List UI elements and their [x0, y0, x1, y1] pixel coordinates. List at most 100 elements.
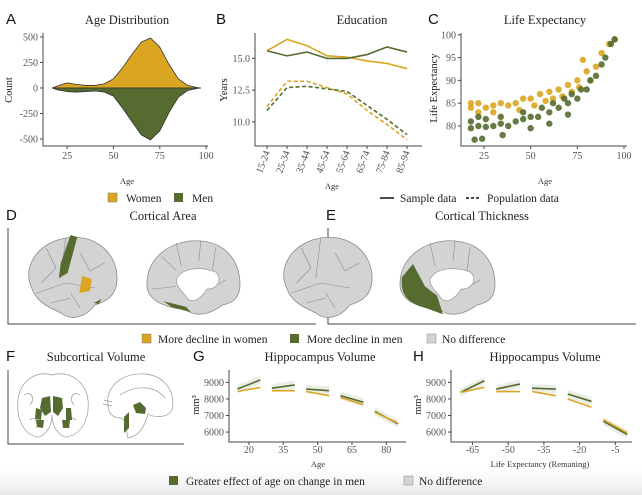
- h-segment-women: [567, 398, 592, 408]
- panel-title-f: Subcortical Volume: [47, 350, 146, 364]
- cortical-legend: More decline in women More decline in me…: [141, 333, 505, 346]
- life-expectancy-point-men: [568, 90, 575, 98]
- life-expectancy-point-men: [527, 113, 534, 121]
- g-ytick-label: 8000: [204, 394, 224, 405]
- life-expectancy-point-men: [583, 86, 590, 93]
- c-axes: [460, 33, 627, 147]
- panel-letter-d: D: [6, 207, 17, 224]
- g-ytick-label: 9000: [204, 378, 224, 389]
- g-xtick-label: 50: [313, 445, 323, 456]
- life-expectancy-point-women: [531, 102, 538, 109]
- life-expectancy-point-men: [519, 109, 527, 116]
- men-legend-label: Men: [192, 193, 213, 205]
- a-ytick-label: 500: [23, 32, 38, 43]
- e-lateral-brain: [283, 236, 373, 318]
- a-axes: [42, 33, 208, 147]
- sagittal-section: [102, 373, 174, 439]
- life-expectancy-point-women: [549, 95, 557, 102]
- g-ytick-label: 7000: [204, 411, 224, 422]
- population-legend-label: Population data: [487, 193, 559, 205]
- life-expectancy-point-women: [598, 49, 605, 57]
- b-xtick-label: 25-34: [274, 149, 292, 175]
- g-xtick-label: 80: [381, 445, 391, 456]
- men-region: [93, 299, 102, 304]
- men-region: [163, 301, 191, 313]
- sex-legend: Women Men: [107, 192, 213, 205]
- life-expectancy-point-women: [505, 102, 512, 109]
- h-segment-men: [603, 420, 628, 436]
- life-expectancy-point-men: [546, 120, 553, 127]
- b-axes: [254, 33, 422, 147]
- a-ytick-label: 250: [23, 58, 38, 69]
- h-xtick-label: -50: [501, 445, 514, 456]
- sample-legend-label: Sample data: [400, 193, 457, 205]
- a-xtick-label: 100: [199, 151, 214, 162]
- g-xtick-label: 65: [347, 445, 357, 456]
- life-expectancy-point-women: [490, 102, 497, 109]
- men-swatch: [174, 193, 183, 202]
- h-ytick-label: 8000: [426, 394, 446, 405]
- d-medial-brain: [146, 240, 241, 315]
- women-legend-label: Women: [126, 193, 162, 205]
- life-expectancy-point-men: [598, 61, 605, 68]
- life-expectancy-point-women: [592, 63, 600, 70]
- c-ytick-label: 100: [441, 30, 456, 41]
- life-expectancy-point-men: [497, 113, 504, 121]
- life-expectancy-point-women: [490, 109, 497, 116]
- panel-title-h: Hippocampus Volume: [490, 350, 601, 364]
- b-xtick-label: 15-24: [254, 149, 272, 175]
- men-swatch: [290, 334, 299, 343]
- life-expectancy-point-women: [574, 77, 581, 84]
- panel-letter-b: B: [216, 11, 226, 28]
- c-ytick-label: 90: [446, 76, 456, 87]
- g-axes: [228, 370, 406, 443]
- c-ytick-label: 80: [446, 121, 456, 132]
- life-expectancy-point-men: [467, 125, 475, 132]
- life-expectancy-point-women: [546, 88, 553, 95]
- h-ylabel: mm³: [413, 395, 424, 414]
- life-expectancy-point-women: [475, 99, 482, 107]
- life-expectancy-point-women: [519, 95, 527, 102]
- life-expectancy-point-women: [512, 99, 519, 107]
- a-xlabel: Age: [120, 176, 134, 186]
- life-expectancy-point-men: [546, 109, 553, 116]
- b-xtick-label: 55-64: [334, 149, 352, 175]
- b-xtick-label: 85-94: [394, 149, 412, 175]
- d-lateral-brain: [28, 235, 118, 318]
- h-ytick-label: 7000: [426, 411, 446, 422]
- h-segment-women: [460, 386, 485, 394]
- life-expectancy-point-women: [482, 104, 490, 111]
- life-expectancy-point-men: [512, 118, 519, 125]
- life-expectancy-point-men: [471, 136, 478, 143]
- life-expectancy-point-men: [482, 123, 490, 131]
- education-line-women-sample: [266, 38, 408, 70]
- g-ytick-label: 6000: [204, 428, 224, 439]
- c-xlabel: Age: [538, 176, 552, 186]
- g-segment-women: [374, 411, 399, 424]
- e-medial-brain: [399, 240, 496, 315]
- b-xtick-label: 35-44: [294, 149, 312, 175]
- c-xtick-label: 25: [479, 151, 489, 162]
- c-ytick-label: 95: [446, 53, 456, 64]
- panel-letter-g: G: [193, 348, 205, 365]
- g-segment-men: [306, 388, 330, 392]
- panel-title-c: Life Expectancy: [504, 13, 587, 27]
- panel-letter-f: F: [6, 348, 15, 365]
- density-area-women: [51, 37, 201, 89]
- a-ylabel: Count: [4, 77, 15, 103]
- a-xtick-label: 75: [155, 151, 165, 162]
- life-expectancy-point-men: [490, 122, 497, 130]
- life-expectancy-point-men: [478, 135, 486, 142]
- men-regions: [35, 396, 72, 428]
- life-expectancy-point-men: [527, 125, 534, 132]
- c-ytick-label: 85: [446, 99, 456, 110]
- h-segment-men: [567, 393, 592, 403]
- women-region: [79, 276, 92, 293]
- a-ytick-label: 0: [33, 83, 38, 94]
- life-expectancy-point-men: [602, 54, 609, 61]
- life-expectancy-point-men: [607, 40, 615, 48]
- life-expectancy-point-women: [497, 99, 504, 107]
- g-segment-men: [340, 394, 364, 404]
- d-frame: [7, 228, 316, 325]
- life-expectancy-point-men: [534, 113, 542, 121]
